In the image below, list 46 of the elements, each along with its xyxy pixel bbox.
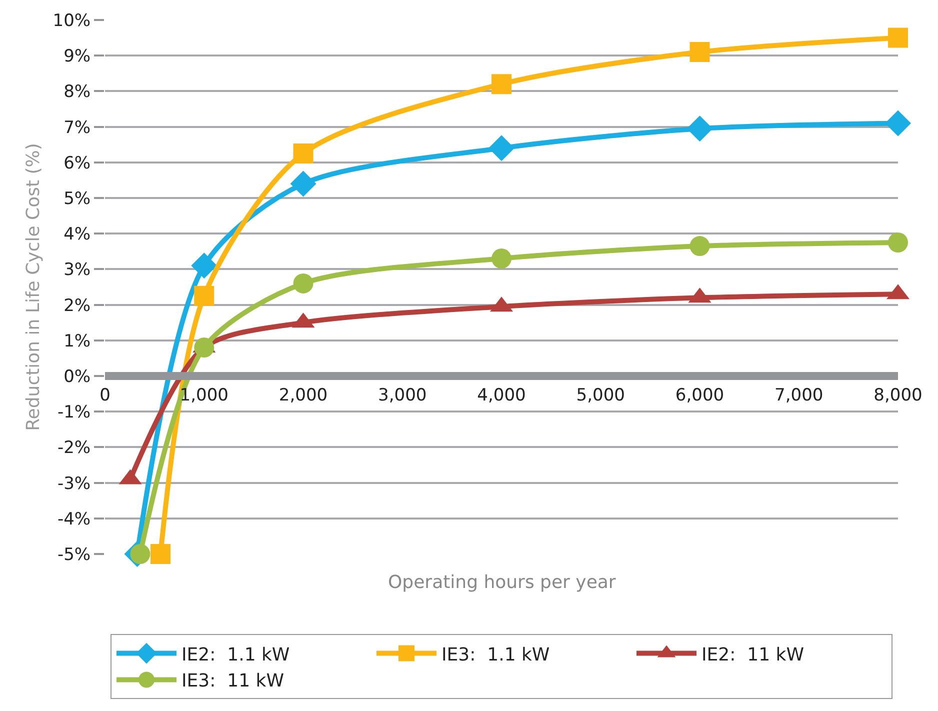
y-tick-label: 9% <box>64 46 91 67</box>
legend-label: IE3: 1.1 kW <box>442 644 550 666</box>
point <box>194 338 214 358</box>
point <box>293 144 314 164</box>
point <box>150 544 171 564</box>
point <box>194 286 214 306</box>
y-tick-label: 3% <box>64 260 91 280</box>
x-tick-label: 7,000 <box>774 385 824 406</box>
y-tick-label: 0% <box>64 366 91 387</box>
y-tick-label: 8% <box>64 82 91 102</box>
point <box>492 248 512 269</box>
y-tick-label: 1% <box>64 331 91 352</box>
point <box>690 42 710 62</box>
y-tick-label: 10% <box>52 10 91 31</box>
point <box>488 135 514 162</box>
point <box>191 252 218 279</box>
y-tick-label: 4% <box>64 224 91 245</box>
point <box>293 273 314 294</box>
point <box>885 110 911 136</box>
x-tick-label: 6,000 <box>675 385 724 406</box>
point <box>290 170 316 197</box>
y-tick-label: -2% <box>57 438 91 458</box>
y-axis-title: Reduction in Life Cycle Cost (%) <box>23 143 44 431</box>
y-tick-label: 7% <box>64 118 91 138</box>
y-tick-label: 6% <box>64 153 91 174</box>
y-tick-label: -3% <box>57 474 91 494</box>
y-tick-label: 5% <box>64 188 91 209</box>
x-tick-label: 3,000 <box>378 385 427 406</box>
legend-label: IE2: 1.1 kW <box>182 644 290 666</box>
y-tick-label: 2% <box>64 296 91 316</box>
x-tick-label: 8,000 <box>874 385 922 406</box>
x-tick-label: 5,000 <box>576 385 625 406</box>
x-tick-label: 0 <box>100 385 110 406</box>
point <box>888 28 908 48</box>
x-tick-label: 2,000 <box>278 385 328 406</box>
y-tick-label: -4% <box>57 509 91 530</box>
x-tick-label: 4,000 <box>477 385 526 406</box>
legend-label: IE2: 11 kW <box>702 644 804 666</box>
point <box>492 74 512 94</box>
point <box>690 236 710 256</box>
y-tick-label: -1% <box>57 402 91 423</box>
point <box>888 232 908 252</box>
legend-label: IE3: 11 kW <box>182 670 284 692</box>
y-tick-label: -5% <box>57 544 91 565</box>
point <box>686 116 713 142</box>
x-axis-title: Operating hours per year <box>388 572 616 593</box>
